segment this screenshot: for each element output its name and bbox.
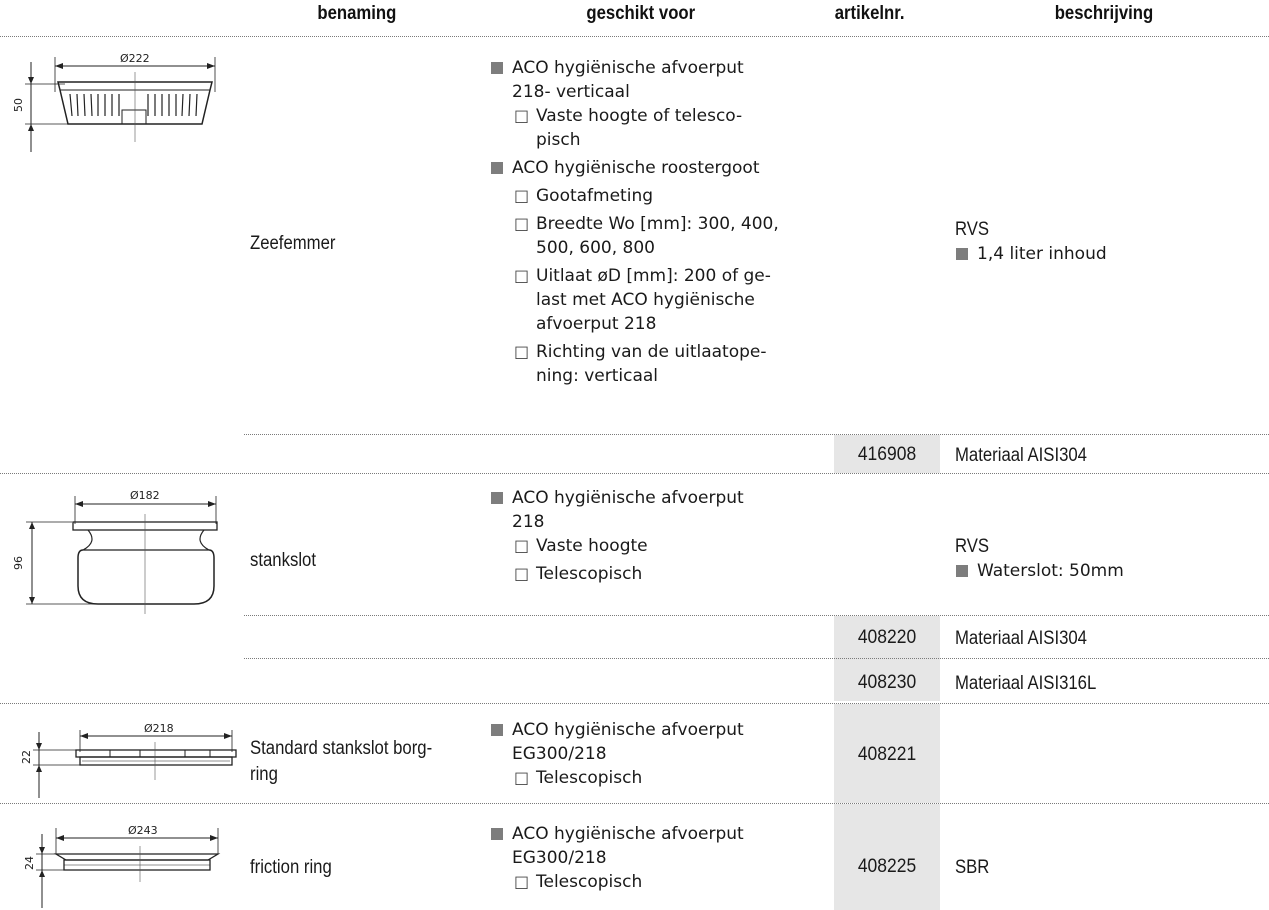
dim-height-stankslot: 96: [12, 556, 25, 570]
header-divider: [0, 36, 1269, 37]
dim-diameter-friction-ring: Ø243: [128, 824, 158, 837]
row-divider: [244, 615, 1269, 616]
desc-title-zeefemmer: RVS: [955, 219, 990, 240]
suitable-list-stankslot: ACO hygiënische afvoerput 218 □ Vaste hoo…: [490, 486, 820, 586]
row-divider: [0, 473, 1269, 474]
name-borgring-line1: Standard stankslot borg-: [250, 738, 433, 759]
suitable-list-borgring: ACO hygiënische afvoerput EG300/218 □ Tel…: [490, 718, 820, 790]
list-item: □ Telescopisch: [514, 872, 643, 892]
list-item: 218: [512, 512, 545, 532]
article-cell-bg: [834, 704, 940, 803]
material: SBR: [955, 857, 990, 878]
article-number: 408220: [857, 627, 917, 648]
header-description: beschrijving: [1054, 3, 1154, 24]
open-square-icon: □: [514, 536, 530, 555]
list-item: ACO hygiënische afvoerput: [490, 718, 820, 742]
desc-title-stankslot: RVS: [955, 536, 990, 557]
list-item: last met ACO hygiënische: [536, 290, 755, 310]
name-zeefemmer: Zeefemmer: [250, 233, 336, 254]
list-item: EG300/218: [512, 744, 607, 764]
bullet-square-icon: [491, 62, 503, 74]
drawing-friction-ring: Ø243 24: [23, 824, 221, 908]
header-article: artikelnr.: [834, 3, 905, 24]
suitable-list-friction-ring: ACO hygiënische afvoerput EG300/218 □ Tel…: [490, 822, 820, 894]
list-item: ACO hygiënische afvoerput: [490, 486, 820, 510]
list-item: □ Richting van de uitlaatope-: [514, 342, 767, 362]
bullet-square-icon: [956, 248, 968, 260]
dim-height-zeefemmer: 50: [12, 98, 25, 112]
open-square-icon: □: [514, 186, 530, 205]
article-number: 408221: [857, 744, 917, 765]
article-cell-bg: [834, 804, 940, 910]
list-item: □ Vaste hoogte of telesco-: [514, 106, 743, 126]
article-cell-bg: [834, 435, 940, 473]
list-item: □ Uitlaat øD [mm]: 200 of ge-: [514, 266, 771, 286]
row-divider: [244, 658, 1269, 659]
list-item: 500, 600, 800: [536, 238, 655, 258]
name-borgring-line2: ring: [250, 764, 278, 785]
open-square-icon: □: [514, 106, 530, 125]
open-square-icon: □: [514, 872, 530, 891]
header-suitable: geschikt voor: [586, 3, 696, 24]
list-item: ning: verticaal: [536, 366, 658, 386]
material: Materiaal AISI304: [955, 445, 1087, 466]
material: Materiaal AISI316L: [955, 673, 1097, 694]
open-square-icon: □: [514, 564, 530, 583]
dim-diameter-borgring: Ø218: [144, 722, 174, 735]
article-number: 408230: [857, 672, 917, 693]
material: Materiaal AISI304: [955, 628, 1087, 649]
bullet-square-icon: [491, 492, 503, 504]
open-square-icon: □: [514, 342, 530, 361]
article-number: 416908: [857, 444, 917, 465]
list-item: pisch: [536, 130, 581, 150]
list-item: □ Telescopisch: [514, 564, 643, 584]
header-name: benaming: [317, 3, 397, 24]
list-item: ACO hygiënische afvoerput: [490, 822, 820, 846]
list-item: □ Breedte Wo [mm]: 300, 400,: [514, 214, 779, 234]
open-square-icon: □: [514, 214, 530, 233]
list-item: □ Vaste hoogte: [514, 536, 648, 556]
list-item: □ Telescopisch: [514, 768, 643, 788]
bullet-square-icon: [956, 565, 968, 577]
suitable-list-zeefemmer: ACO hygiënische afvoerput 218- verticaal…: [490, 56, 820, 388]
dim-diameter-stankslot: Ø182: [130, 489, 160, 502]
name-friction-ring: friction ring: [250, 857, 332, 878]
dim-height-borgring: 22: [20, 750, 33, 764]
desc-bullet-zeefemmer: 1,4 liter inhoud: [955, 242, 1107, 266]
bullet-square-icon: [491, 724, 503, 736]
drawing-zeefemmer: Ø222 50: [12, 52, 216, 152]
list-item: EG300/218: [512, 848, 607, 868]
list-item: □ Gootafmeting: [514, 186, 654, 206]
list-item: ACO hygiënische roostergoot: [490, 156, 820, 180]
open-square-icon: □: [514, 266, 530, 285]
bullet-square-icon: [491, 828, 503, 840]
drawing-borgring: Ø218 22: [20, 722, 237, 798]
dim-height-friction-ring: 24: [23, 856, 36, 870]
list-item: 218- verticaal: [512, 82, 630, 102]
row-divider: [0, 703, 1269, 704]
bullet-square-icon: [491, 162, 503, 174]
name-stankslot: stankslot: [250, 550, 316, 571]
dim-diameter-zeefemmer: Ø222: [120, 52, 150, 65]
desc-bullet-stankslot: Waterslot: 50mm: [955, 559, 1124, 583]
open-square-icon: □: [514, 768, 530, 787]
article-number: 408225: [857, 856, 917, 877]
list-item: afvoerput 218: [536, 314, 657, 334]
row-divider: [0, 803, 1269, 804]
row-divider: [244, 434, 1269, 435]
drawing-stankslot: Ø182 96: [12, 489, 218, 614]
list-item: ACO hygiënische afvoerput: [490, 56, 820, 80]
